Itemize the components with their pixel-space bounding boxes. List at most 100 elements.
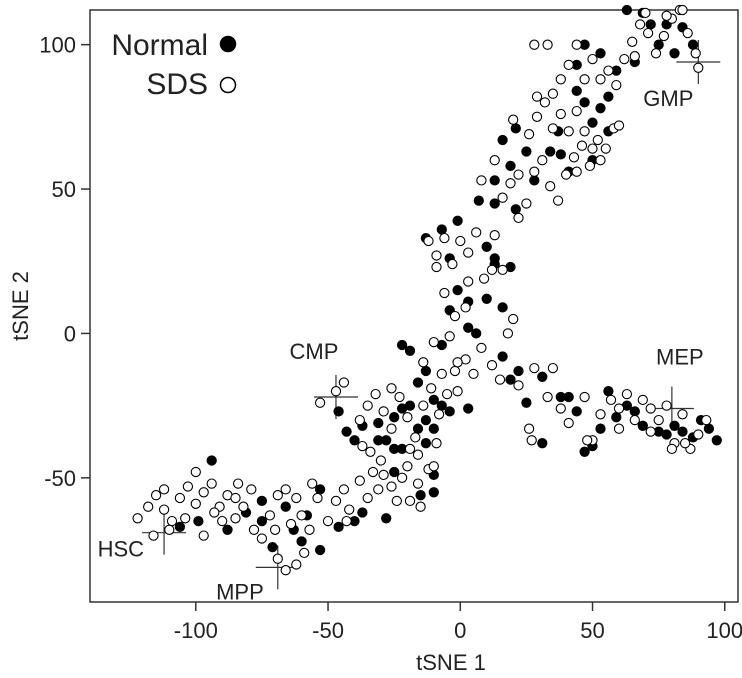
sds-point [441,388,453,400]
normal-point [296,536,307,547]
sds-point [560,169,572,180]
normal-point [510,204,521,215]
sds-point [513,380,524,391]
sds-point [330,495,342,507]
sds-point [645,426,656,437]
sds-point [150,490,162,501]
legend-label-normal: Normal [111,29,208,62]
sds-point [248,524,260,535]
sds-point [587,143,598,154]
sds-point [693,62,704,73]
sds-point [238,501,249,512]
normal-point [473,195,484,206]
sds-point [148,530,159,541]
y-tick-label: -50 [44,466,76,491]
normal-point [521,146,532,157]
sds-point [661,10,672,21]
sds-point [576,140,588,151]
normal-point [563,391,574,403]
sds-point [158,484,170,495]
sds-point [396,472,408,483]
sds-point [571,39,582,50]
plot-frame [89,9,739,603]
sds-point [341,515,352,527]
sds-point [582,435,593,446]
legend-label-sds: SDS [146,68,208,101]
sds-point [552,195,564,206]
sds-point [497,192,508,203]
sds-point [547,123,559,134]
sds-point [217,515,228,527]
sds-point [404,495,416,507]
normal-point [481,293,492,304]
normal-point [420,438,432,449]
annotation-label-cmp: CMP [290,339,339,364]
sds-point [531,91,543,102]
normal-point [611,412,622,423]
normal-point [579,446,590,457]
sds-point [529,362,540,374]
normal-point [481,241,492,252]
sds-point [402,461,413,472]
sds-point [529,166,540,177]
sds-point [600,143,611,154]
sds-point [505,178,516,189]
sds-point [584,160,596,172]
normal-point [415,490,426,501]
normal-point [314,544,326,556]
sds-point [330,386,342,397]
sds-point [613,403,625,414]
sds-point [497,264,508,276]
sds-point [158,504,170,515]
series-sds [132,4,712,576]
x-tick-label: 100 [706,618,742,643]
sds-point [391,495,402,507]
sds-point [272,553,283,564]
sds-point [521,198,532,209]
y-axis: -50 0 50 100 [39,33,90,491]
annotation-label-mpp: MPP [216,579,264,604]
normal-point [497,302,508,313]
normal-point [373,417,384,429]
sds-point [595,155,606,166]
sds-point [444,331,455,342]
sds-point [460,302,471,313]
sds-point [661,400,672,411]
sds-point [613,120,625,131]
normal-point [381,513,392,524]
sds-point [412,449,424,460]
normal-point [669,48,680,59]
normal-point [653,39,664,50]
sds-point [523,129,535,140]
sds-point [314,397,326,408]
sds-point [653,414,664,426]
sds-point [386,481,397,492]
sds-point [452,386,463,397]
normal-point [545,146,556,157]
sds-point [526,435,537,446]
sds-point [431,250,442,261]
sds-point [256,533,268,544]
sds-point [449,310,461,322]
sds-point [486,360,498,371]
normal-point [256,495,268,507]
sds-point [180,513,191,524]
sds-point [386,423,397,434]
normal-point [510,123,521,134]
sds-point [423,235,434,247]
normal-point [174,521,186,533]
normal-point [637,420,648,431]
sds-point [378,406,389,417]
sds-point [502,328,514,339]
normal-point [595,48,606,59]
normal-point [444,406,455,417]
sds-point [174,492,186,504]
sds-point [605,394,617,406]
normal-point [280,501,291,512]
sds-point [410,432,421,443]
sds-point [547,362,559,374]
normal-point [452,284,463,296]
sds-point [378,469,389,481]
x-axis-label: tSNE 1 [416,650,486,675]
